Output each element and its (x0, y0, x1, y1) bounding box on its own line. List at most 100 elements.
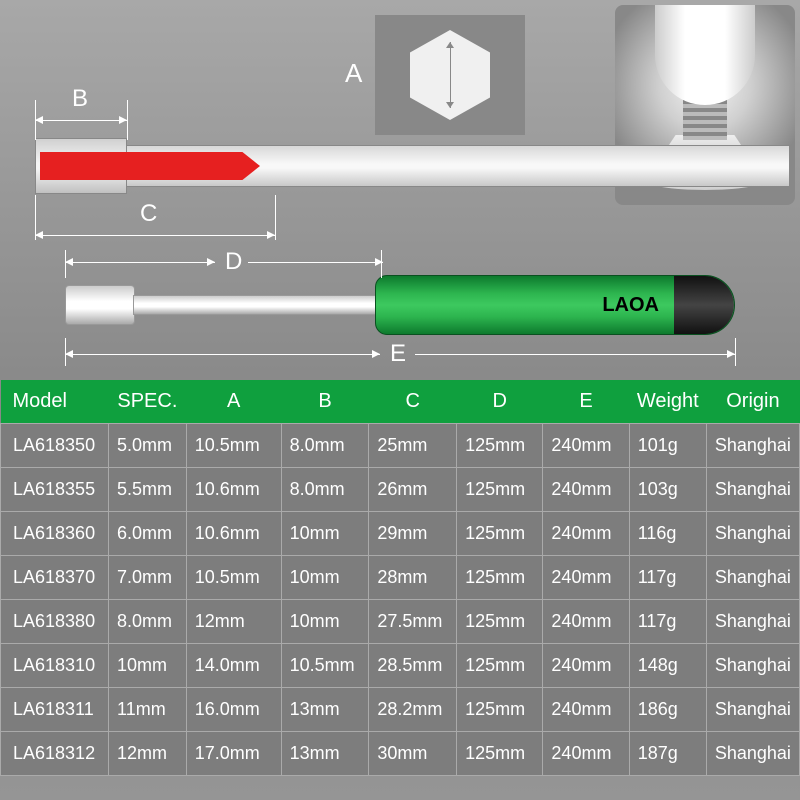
spec-table: ModelSPEC.ABCDEWeightOrigin LA6183505.0m… (0, 380, 800, 776)
brand-label: LAOA (602, 294, 659, 317)
table-cell: 13mm (281, 732, 369, 776)
dimension-label-e: E (390, 340, 406, 368)
table-cell: 10mm (281, 556, 369, 600)
dimension-label-d: D (225, 248, 242, 276)
table-cell: 10mm (281, 600, 369, 644)
table-cell: 125mm (457, 688, 543, 732)
table-header-cell: SPEC. (109, 380, 187, 424)
table-row: LA61831010mm14.0mm10.5mm28.5mm125mm240mm… (1, 644, 800, 688)
table-cell: LA618311 (1, 688, 109, 732)
table-cell: Shanghai (706, 512, 799, 556)
table-cell: 187g (629, 732, 706, 776)
table-cell: Shanghai (706, 556, 799, 600)
table-cell: LA618355 (1, 468, 109, 512)
table-cell: 12mm (109, 732, 187, 776)
table-header-cell: E (543, 380, 629, 424)
table-cell: 148g (629, 644, 706, 688)
table-cell: 125mm (457, 600, 543, 644)
table-cell: 11mm (109, 688, 187, 732)
table-cell: 117g (629, 600, 706, 644)
table-cell: 30mm (369, 732, 457, 776)
table-cell: 125mm (457, 644, 543, 688)
tool-socket (65, 285, 135, 325)
table-cell: 13mm (281, 688, 369, 732)
table-cell: 27.5mm (369, 600, 457, 644)
table-cell: 8.0mm (281, 468, 369, 512)
table-cell: 240mm (543, 732, 629, 776)
table-row: LA6183707.0mm10.5mm10mm28mm125mm240mm117… (1, 556, 800, 600)
table-cell: LA618310 (1, 644, 109, 688)
table-cell: 25mm (369, 424, 457, 468)
table-cell: 16.0mm (186, 688, 281, 732)
diagram-area: A B C LAOA D E (0, 0, 800, 380)
table-body: LA6183505.0mm10.5mm8.0mm25mm125mm240mm10… (1, 424, 800, 776)
table-cell: 125mm (457, 424, 543, 468)
tool-handle: LAOA (375, 275, 735, 335)
table-cell: 10.5mm (186, 556, 281, 600)
table-cell: 117g (629, 556, 706, 600)
table-cell: 240mm (543, 644, 629, 688)
table-cell: 10mm (281, 512, 369, 556)
table-cell: Shanghai (706, 732, 799, 776)
table-cell: Shanghai (706, 424, 799, 468)
tool-illustration: LAOA (65, 275, 735, 335)
table-cell: LA618312 (1, 732, 109, 776)
table-header-cell: B (281, 380, 369, 424)
table-header-cell: Origin (706, 380, 799, 424)
dimension-line-b (35, 120, 127, 121)
table-header-cell: C (369, 380, 457, 424)
table-header-cell: A (186, 380, 281, 424)
table-cell: 240mm (543, 556, 629, 600)
table-cell: 5.5mm (109, 468, 187, 512)
dimension-label-c: C (140, 200, 157, 228)
tool-shaft (133, 295, 383, 315)
table-row: LA6183606.0mm10.6mm10mm29mm125mm240mm116… (1, 512, 800, 556)
table-header-cell: Model (1, 380, 109, 424)
table-cell: Shanghai (706, 600, 799, 644)
table-cell: 26mm (369, 468, 457, 512)
shaft-red-insert (40, 152, 260, 180)
table-cell: LA618380 (1, 600, 109, 644)
table-cell: 8.0mm (109, 600, 187, 644)
table-cell: Shanghai (706, 688, 799, 732)
table-cell: 10.5mm (186, 424, 281, 468)
table-cell: Shanghai (706, 644, 799, 688)
table-cell: 5.0mm (109, 424, 187, 468)
table-cell: LA618350 (1, 424, 109, 468)
table-row: LA61831212mm17.0mm13mm30mm125mm240mm187g… (1, 732, 800, 776)
table-cell: 125mm (457, 468, 543, 512)
table-cell: 125mm (457, 512, 543, 556)
table-cell: 186g (629, 688, 706, 732)
table-cell: 10mm (109, 644, 187, 688)
table-cell: 28.5mm (369, 644, 457, 688)
table-cell: 6.0mm (109, 512, 187, 556)
dimension-line-c (35, 235, 275, 236)
table-cell: 10.5mm (281, 644, 369, 688)
table-cell: LA618360 (1, 512, 109, 556)
table-cell: 28.2mm (369, 688, 457, 732)
table-row: LA6183555.5mm10.6mm8.0mm26mm125mm240mm10… (1, 468, 800, 512)
table-row: LA6183808.0mm12mm10mm27.5mm125mm240mm117… (1, 600, 800, 644)
table-header-row: ModelSPEC.ABCDEWeightOrigin (1, 380, 800, 424)
table-cell: 240mm (543, 688, 629, 732)
table-cell: 12mm (186, 600, 281, 644)
table-cell: 240mm (543, 600, 629, 644)
table-cell: 125mm (457, 556, 543, 600)
table-cell: 17.0mm (186, 732, 281, 776)
table-cell: 14.0mm (186, 644, 281, 688)
table-cell: 10.6mm (186, 468, 281, 512)
table-cell: 28mm (369, 556, 457, 600)
table-cell: 240mm (543, 468, 629, 512)
table-row: LA6183505.0mm10.5mm8.0mm25mm125mm240mm10… (1, 424, 800, 468)
table-cell: 125mm (457, 732, 543, 776)
table-cell: Shanghai (706, 468, 799, 512)
table-cell: 101g (629, 424, 706, 468)
dimension-label-a: A (345, 58, 362, 89)
hexagon-panel (375, 15, 525, 135)
table-cell: 29mm (369, 512, 457, 556)
table-cell: 7.0mm (109, 556, 187, 600)
table-cell: 240mm (543, 424, 629, 468)
table-header-cell: Weight (629, 380, 706, 424)
table-cell: 103g (629, 468, 706, 512)
table-cell: 240mm (543, 512, 629, 556)
